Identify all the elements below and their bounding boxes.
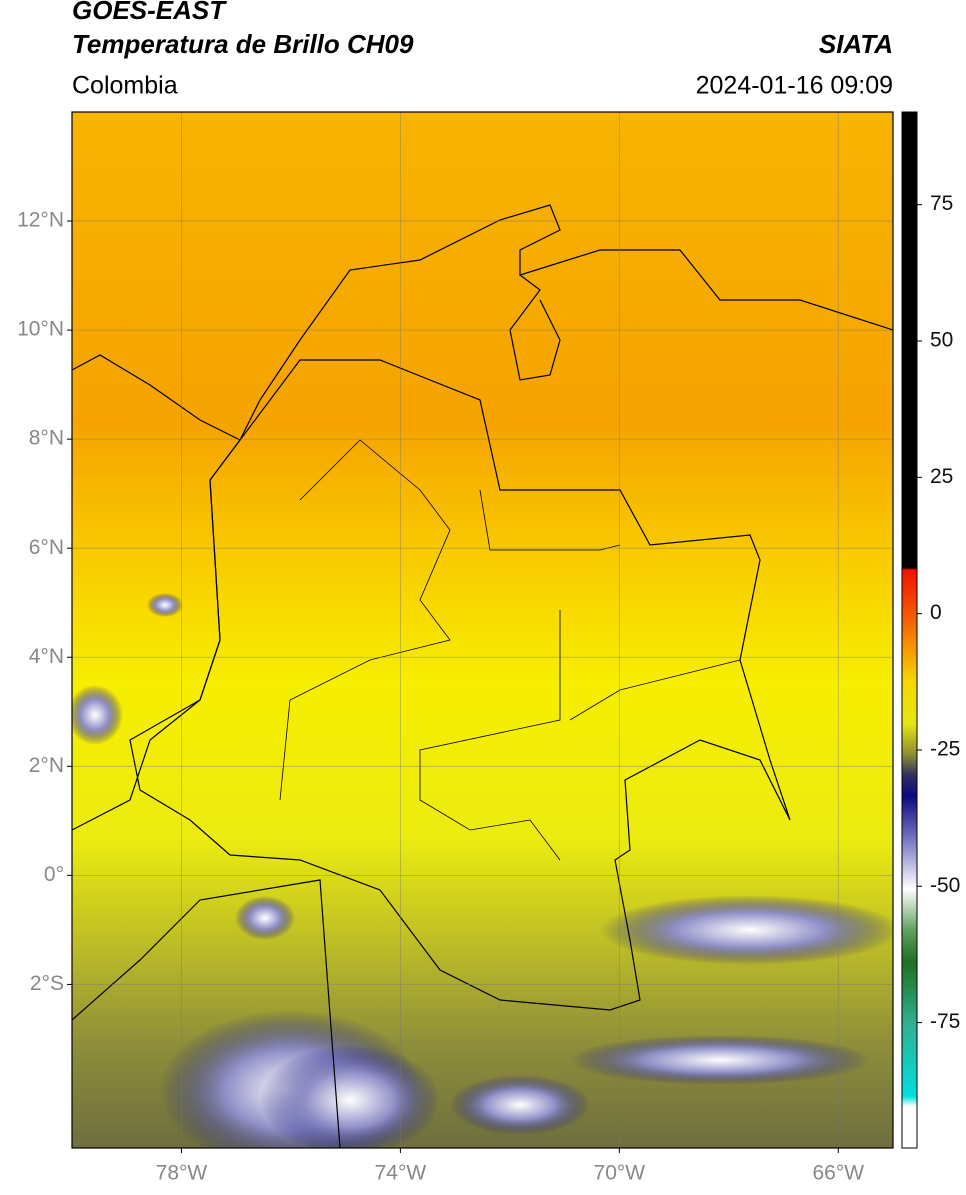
colorbar-tick-label: -75 xyxy=(930,1010,960,1033)
lat-tick-label: 4°N xyxy=(29,645,64,668)
colorbar-tick-label: 75 xyxy=(930,192,953,215)
title: Temperatura de Brillo CH09 xyxy=(72,29,414,59)
lat-tick-label: 2°N xyxy=(29,754,64,777)
lat-tick-label: 8°N xyxy=(29,427,64,450)
colorbar-tick-label: 25 xyxy=(930,465,953,488)
lat-tick-label: 2°S xyxy=(30,972,64,995)
lat-tick-label: 10°N xyxy=(17,318,64,341)
colorbar-tick-label: -25 xyxy=(930,738,960,761)
lon-tick-label: 66°W xyxy=(812,1162,864,1185)
grid xyxy=(72,112,893,1148)
subtitle: Colombia xyxy=(72,72,178,100)
datetime: 2024-01-16 09:09 xyxy=(696,72,893,100)
map-image xyxy=(72,112,893,1148)
lat-tick-label: 12°N xyxy=(17,209,64,232)
lon-tick-label: 78°W xyxy=(156,1162,208,1185)
colorbar-tick-label: -50 xyxy=(930,874,960,897)
lat-tick-label: 6°N xyxy=(29,536,64,559)
lon-tick-label: 70°W xyxy=(594,1162,646,1185)
lat-tick-label: 0° xyxy=(44,863,64,886)
title: GOES-EAST xyxy=(72,0,227,25)
colorbar-tick-label: 0 xyxy=(930,601,942,624)
lon-tick-label: 74°W xyxy=(375,1162,427,1185)
map-frame xyxy=(71,111,894,1149)
agency: SIATA xyxy=(819,29,893,59)
colorbar xyxy=(901,111,918,1149)
colorbar-tick-label: 50 xyxy=(930,329,953,352)
